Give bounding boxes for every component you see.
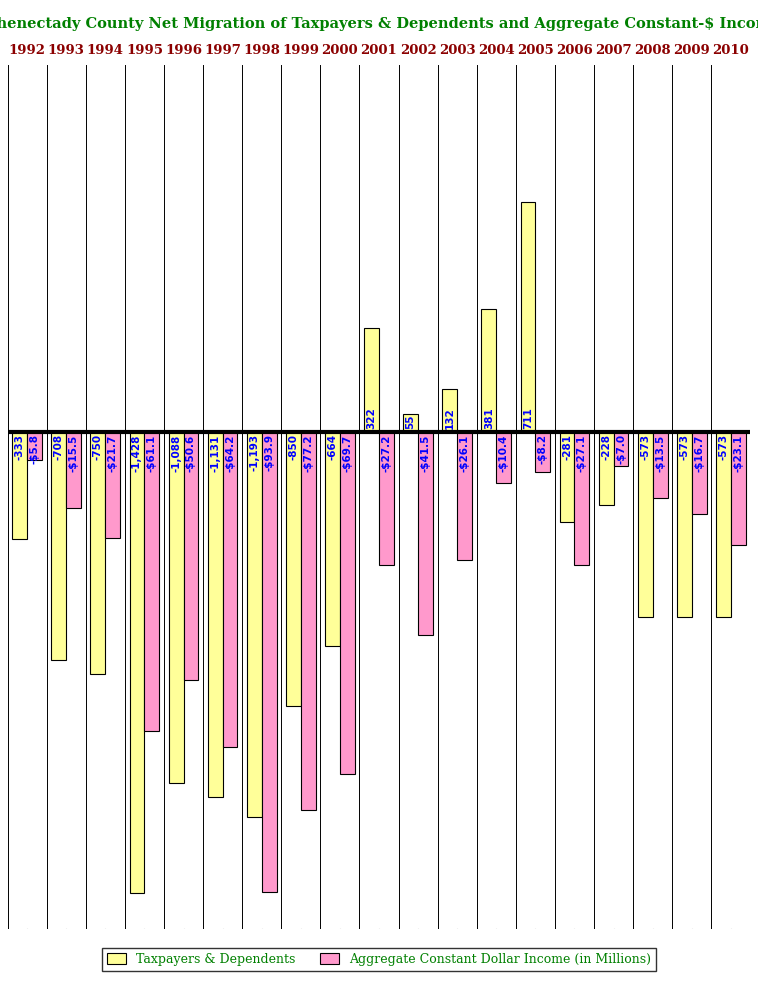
Text: 381: 381	[484, 408, 494, 429]
Bar	[145, 431, 159, 732]
Bar	[208, 431, 223, 796]
Text: -$27.1: -$27.1	[577, 434, 587, 472]
Text: -1,088: -1,088	[171, 434, 181, 471]
Bar	[575, 431, 589, 565]
Bar	[443, 389, 457, 431]
Text: Schenectady County Net Migration of Taxpayers & Dependents and Aggregate Constan: Schenectady County Net Migration of Taxp…	[0, 17, 758, 31]
Bar	[535, 431, 550, 472]
Text: 55: 55	[406, 414, 415, 429]
Text: -$77.2: -$77.2	[303, 434, 313, 472]
Bar	[27, 431, 42, 460]
Text: 132: 132	[445, 408, 455, 429]
Text: -$5.8: -$5.8	[30, 434, 39, 464]
Bar	[223, 431, 237, 746]
Text: -1,131: -1,131	[210, 434, 220, 471]
Bar	[301, 431, 315, 810]
Text: -1,428: -1,428	[132, 434, 142, 472]
Text: -708: -708	[54, 434, 64, 460]
Text: -$61.1: -$61.1	[147, 434, 157, 471]
Text: -281: -281	[562, 434, 572, 460]
Text: 322: 322	[367, 408, 377, 429]
Bar	[403, 414, 418, 431]
Bar	[496, 431, 511, 483]
Text: -1,193: -1,193	[249, 434, 259, 471]
Bar	[247, 431, 262, 817]
Bar	[52, 431, 66, 660]
Legend: Taxpayers & Dependents, Aggregate Constant Dollar Income (in Millions): Taxpayers & Dependents, Aggregate Consta…	[102, 947, 656, 971]
Text: -$23.1: -$23.1	[733, 434, 744, 471]
Text: -$15.5: -$15.5	[69, 434, 79, 471]
Bar	[105, 431, 121, 538]
Text: -$93.9: -$93.9	[264, 434, 274, 471]
Bar	[637, 431, 653, 616]
Text: -$26.1: -$26.1	[459, 434, 470, 471]
Text: -$69.7: -$69.7	[343, 434, 352, 471]
Bar	[262, 431, 277, 893]
Bar	[418, 431, 433, 635]
Text: -$16.7: -$16.7	[694, 434, 704, 472]
Bar	[90, 431, 105, 674]
Bar	[379, 431, 394, 566]
Bar	[559, 431, 575, 523]
Bar	[692, 431, 706, 514]
Text: -664: -664	[327, 434, 337, 460]
Text: -750: -750	[93, 434, 103, 460]
Text: -$8.2: -$8.2	[538, 434, 548, 464]
Bar	[599, 431, 613, 505]
Text: -$13.5: -$13.5	[655, 434, 665, 471]
Text: -$64.2: -$64.2	[225, 434, 235, 472]
Bar	[183, 431, 199, 680]
Bar	[169, 431, 183, 783]
Bar	[731, 431, 746, 545]
Bar	[66, 431, 81, 508]
Text: -$10.4: -$10.4	[499, 434, 509, 472]
Text: -573: -573	[641, 434, 650, 460]
Text: -573: -573	[719, 434, 728, 460]
Text: -$7.0: -$7.0	[616, 434, 626, 464]
Text: 711: 711	[523, 408, 533, 429]
Text: -333: -333	[14, 434, 25, 460]
Bar	[613, 431, 628, 466]
Text: -228: -228	[601, 434, 611, 460]
Bar	[12, 431, 27, 539]
Text: -$50.6: -$50.6	[186, 434, 196, 471]
Bar	[521, 202, 535, 431]
Bar	[325, 431, 340, 646]
Bar	[130, 431, 145, 893]
Bar	[716, 431, 731, 616]
Text: -$27.2: -$27.2	[381, 434, 391, 472]
Bar	[677, 431, 692, 616]
Bar	[340, 431, 355, 773]
Bar	[457, 431, 472, 560]
Bar	[653, 431, 668, 498]
Bar	[481, 309, 496, 431]
Text: -$21.7: -$21.7	[108, 434, 117, 472]
Bar	[286, 431, 301, 706]
Text: -850: -850	[288, 434, 299, 460]
Bar	[364, 328, 379, 431]
Text: -573: -573	[679, 434, 689, 460]
Text: -$41.5: -$41.5	[421, 434, 431, 472]
